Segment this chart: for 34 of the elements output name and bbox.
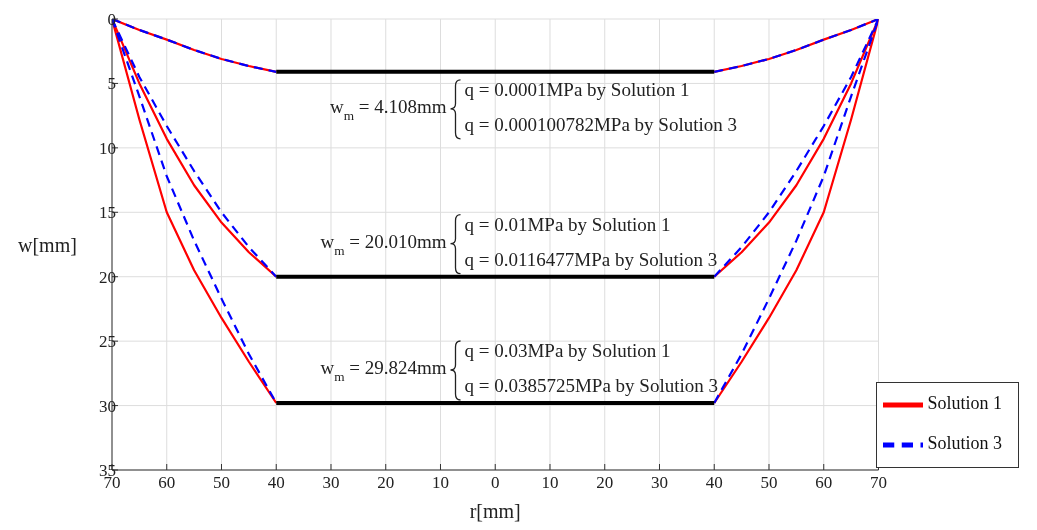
x-tick-label: 60 bbox=[158, 473, 176, 493]
annotation: w$_{m}$ = 20.010mm bbox=[320, 231, 447, 258]
y-tick-label: 0 bbox=[107, 10, 116, 30]
x-tick-label: 50 bbox=[760, 473, 778, 493]
x-tick-label: 20 bbox=[596, 473, 614, 493]
x-tick-label: 10 bbox=[431, 473, 449, 493]
annotation: w$_{m}$ = 4.108mm bbox=[329, 96, 447, 123]
x-tick-label: 30 bbox=[322, 473, 340, 493]
y-tick-label: 25 bbox=[99, 332, 116, 352]
y-axis-title: w[mm] bbox=[18, 233, 77, 256]
annotation: q = 0.03MPa by Solution 1 bbox=[464, 340, 671, 362]
annotation: q = 0.0116477MPa by Solution 3 bbox=[464, 249, 718, 271]
x-tick-label: 70 bbox=[869, 473, 887, 493]
annotation: q = 0.0001MPa by Solution 1 bbox=[464, 79, 690, 101]
x-tick-label: 50 bbox=[213, 473, 230, 493]
annotation: q = 0.000100782MPa by Solution 3 bbox=[464, 114, 738, 136]
y-tick-label: 10 bbox=[99, 138, 116, 158]
x-tick-label: 40 bbox=[705, 473, 723, 493]
annotation: q = 0.01MPa by Solution 1 bbox=[464, 214, 671, 236]
legend-label: Solution 3 bbox=[927, 433, 1002, 454]
legend-label: Solution 1 bbox=[927, 393, 1002, 414]
x-tick-label: 0 bbox=[490, 473, 500, 493]
annotation: w$_{m}$ = 29.824mm bbox=[320, 357, 447, 384]
annotation: q = 0.0385725MPa by Solution 3 bbox=[464, 375, 719, 397]
y-tick-label: 15 bbox=[99, 203, 116, 223]
x-tick-label: 20 bbox=[377, 473, 395, 493]
x-tick-label: 40 bbox=[267, 473, 285, 493]
y-tick-label: 5 bbox=[107, 74, 116, 94]
x-axis-title: r[mm] bbox=[469, 500, 521, 522]
x-tick-label: 30 bbox=[650, 473, 668, 493]
y-tick-label: 20 bbox=[99, 267, 116, 287]
y-tick-label: 30 bbox=[99, 396, 116, 416]
x-tick-label: 60 bbox=[815, 473, 833, 493]
x-tick-label: 10 bbox=[541, 473, 559, 493]
